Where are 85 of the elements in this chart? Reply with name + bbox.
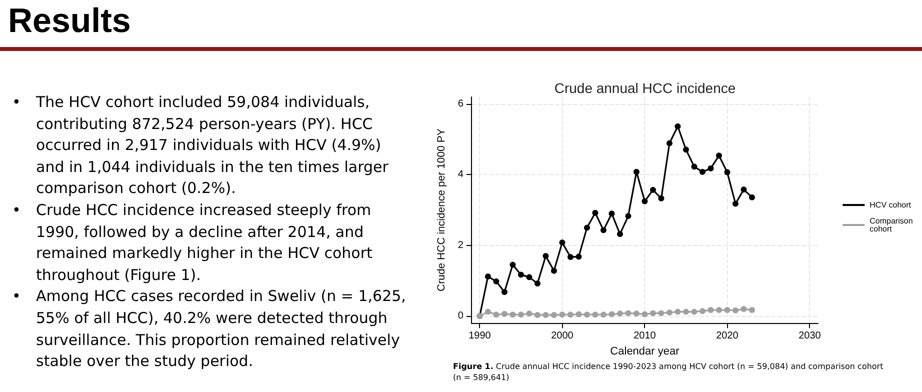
y-tick-label: 0 xyxy=(458,310,464,322)
point xyxy=(658,195,664,202)
caption: Figure 1. Crude annual HCC incidence 1990-2023 among HCV cohort (n = 59,084) and comparison cohort (n = 589,641) xyxy=(453,361,884,383)
point xyxy=(633,310,640,317)
point xyxy=(732,200,738,207)
point xyxy=(716,152,722,159)
point xyxy=(550,268,557,274)
point xyxy=(542,252,549,259)
point xyxy=(534,280,540,287)
x-tick-label: 2000 xyxy=(551,330,574,342)
point xyxy=(708,165,714,172)
point xyxy=(592,312,598,318)
legend-label: HCV cohort xyxy=(870,200,912,210)
point xyxy=(642,311,648,318)
chart-title: Crude annual HCC incidence xyxy=(554,80,736,96)
point xyxy=(682,308,689,315)
point xyxy=(699,308,706,314)
point xyxy=(567,312,574,318)
point xyxy=(650,310,656,316)
point xyxy=(724,307,730,314)
point xyxy=(691,308,698,315)
text: • The HCV cohort included 59,084 individuals, contributing 872,524 person-years (PY). HCC occurred in 2,917 individuals with HCV (4.9%) and in 1,044 individuals in the ten times larger comparison cohort (0.2%). xyxy=(12,92,390,200)
point xyxy=(600,227,606,234)
y-axis-title: Crude HCC incidence per 1000 PY xyxy=(436,128,448,292)
y-tick-label: 6 xyxy=(458,98,464,110)
point xyxy=(732,307,738,314)
point xyxy=(510,262,516,268)
point xyxy=(567,254,574,260)
point xyxy=(493,278,500,284)
x-axis-title: Calendar year xyxy=(610,346,680,358)
point xyxy=(740,186,747,193)
x-tick-label: 1990 xyxy=(468,330,492,342)
point xyxy=(576,311,582,318)
text: Results xyxy=(8,2,131,41)
point xyxy=(592,210,598,216)
x-tick-label: 2010 xyxy=(634,330,656,342)
legend-label: Comparison cohort xyxy=(870,216,916,234)
point xyxy=(576,254,582,260)
point xyxy=(708,307,714,314)
point xyxy=(608,210,615,217)
point xyxy=(559,240,566,246)
point xyxy=(584,224,590,231)
point xyxy=(633,168,640,175)
point xyxy=(510,312,516,318)
point xyxy=(534,312,540,318)
point xyxy=(724,169,730,176)
point xyxy=(584,312,590,318)
point xyxy=(749,307,755,314)
y-tick-label: 4 xyxy=(458,169,464,180)
point xyxy=(691,164,698,170)
point xyxy=(608,311,615,318)
point xyxy=(625,310,632,316)
x-tick-label: 2030 xyxy=(798,330,822,342)
point xyxy=(559,312,566,318)
point xyxy=(493,312,500,318)
text: • Among HCC cases recorded in Sweliv (n = 1,625, 55% of all HCC), 40.2% were detected through surveillance. This proportion remained relatively stable over the study period. xyxy=(12,286,407,372)
point xyxy=(666,140,672,146)
point xyxy=(518,272,524,278)
point xyxy=(642,198,648,204)
point xyxy=(616,310,623,317)
point xyxy=(518,312,524,318)
point xyxy=(550,312,557,318)
point xyxy=(542,312,549,318)
y-tick-label: 2 xyxy=(458,240,464,251)
point xyxy=(674,308,681,315)
point xyxy=(682,146,689,153)
point xyxy=(484,273,491,280)
point xyxy=(625,213,632,220)
point xyxy=(650,186,656,193)
point xyxy=(600,312,606,318)
point xyxy=(501,289,508,296)
point xyxy=(699,168,706,175)
point xyxy=(716,307,722,314)
point xyxy=(526,274,532,280)
point xyxy=(616,231,623,238)
point xyxy=(501,310,508,317)
point xyxy=(526,310,532,317)
text: • Crude HCC incidence increased steeply from 1990, followed by a decline after 2014, and remained markedly higher in the HCV cohort throughout (Figure 1). xyxy=(12,200,374,286)
point xyxy=(740,306,747,312)
point xyxy=(749,194,755,200)
point xyxy=(666,310,672,316)
x-tick-label: 2020 xyxy=(716,330,739,342)
point xyxy=(658,310,664,316)
point xyxy=(674,123,681,130)
point xyxy=(484,308,491,315)
